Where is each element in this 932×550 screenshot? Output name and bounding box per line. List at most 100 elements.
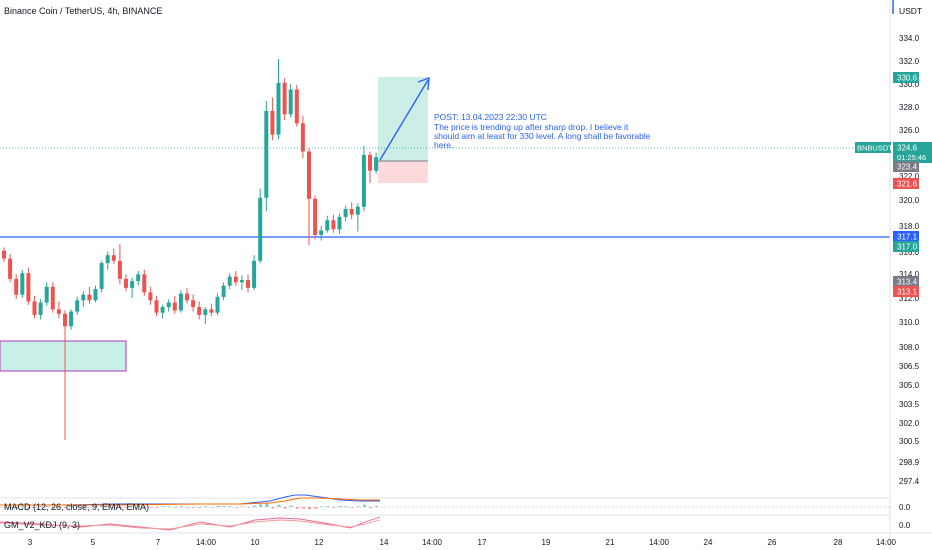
candle (130, 277, 135, 299)
price-tick-label: 334.0 (899, 34, 920, 43)
badge-target: 330.6 (893, 72, 919, 83)
macd-bar (240, 506, 244, 507)
candle (300, 115, 305, 159)
time-tick-label: 14:00 (649, 538, 670, 547)
candle (258, 188, 263, 264)
time-tick-label: 26 (768, 538, 777, 547)
time-tick-label: 14 (380, 538, 389, 547)
position-target-zone[interactable] (378, 77, 428, 161)
time-tick-label: 12 (315, 538, 324, 547)
candle (276, 59, 281, 140)
macd-bar (27, 507, 31, 509)
candle (288, 83, 293, 118)
badge-stop-text: 321.6 (897, 180, 918, 189)
macd-bar (112, 507, 116, 508)
price-axis[interactable]: 334.0332.0330.0328.0326.0324.0322.0320.0… (899, 34, 920, 486)
chart-title: Binance Coin / TetherUS, 4h, BINANCE (4, 6, 162, 16)
macd-bar (88, 507, 92, 508)
price-tick-label: 330.0 (899, 80, 920, 89)
macd-bar (369, 507, 372, 509)
kdj-pane[interactable]: GM_V2_KDJ (9, 3) (0, 516, 381, 531)
candle (69, 309, 74, 330)
time-tick-label: 10 (251, 538, 260, 547)
macd-bar (9, 507, 13, 509)
price-tick-label: 312.0 (899, 294, 920, 303)
macd-bar (308, 507, 311, 510)
badge-symbol: BNBUSDT (855, 142, 893, 153)
price-tick-label: 320.0 (899, 196, 920, 205)
kdj-d-line (0, 519, 381, 530)
macd-bar (64, 507, 67, 508)
macd-bar (247, 507, 250, 508)
macd-bar (326, 506, 330, 507)
annotation-line-3: should aim at least for 330 level. A lon… (434, 131, 651, 141)
demand-zone-box[interactable] (0, 340, 127, 372)
price-tick-label: 306.5 (899, 362, 920, 371)
candle (75, 296, 80, 315)
candle (368, 151, 372, 184)
macd-bar (265, 503, 269, 507)
candle (154, 295, 159, 317)
price-tick-label: 326.0 (899, 126, 920, 135)
candle (124, 274, 128, 292)
candle (20, 269, 25, 299)
macd-pane[interactable]: MACD (12, 26, close, 9, EMA, EMA) (0, 494, 890, 512)
position-stop-zone[interactable] (378, 161, 428, 183)
macd-bar (70, 505, 74, 507)
candle (93, 285, 98, 303)
badge-level-a-text: 317.1 (897, 233, 918, 242)
candle (191, 294, 196, 312)
candle (160, 304, 165, 319)
macd-bar (234, 507, 238, 508)
price-tick-label: 303.5 (899, 400, 920, 409)
time-tick-label: 19 (542, 538, 551, 547)
time-axis[interactable]: 3 5 7 14:00 10 12 14 14:00 17 19 21 14:00 24 26 28 14:0… (28, 538, 897, 547)
macd-bar (33, 507, 37, 508)
candle (331, 214, 336, 233)
candle (178, 290, 183, 313)
candle (203, 307, 208, 324)
price-tick-label: 314.0 (899, 270, 920, 279)
macd-bar (192, 507, 196, 508)
time-tick-label: 14:00 (876, 538, 897, 547)
macd-bar (216, 505, 220, 507)
annotation-note[interactable]: POST: 13.04.2023 22:30 UTC The price is … (434, 112, 651, 150)
candle (63, 310, 67, 441)
candle (252, 255, 257, 291)
macd-bar (15, 507, 19, 509)
projection-arrow[interactable] (379, 76, 430, 161)
macd-bar (125, 507, 128, 508)
candle (349, 202, 354, 220)
annotation-line-1: POST: 13.04.2023 22:30 UTC (434, 112, 547, 122)
macd-bar (167, 506, 171, 507)
badge-level-b: 317.0 (893, 241, 919, 252)
candle (44, 282, 49, 306)
candle (307, 148, 311, 246)
candle (56, 301, 61, 319)
macd-bar (57, 507, 61, 508)
candles-group (2, 59, 379, 441)
annotation-line-2: The price is trending up after sharp dro… (434, 122, 629, 132)
price-tick-label: 305.0 (899, 381, 920, 390)
badge-entry: 323.4 (893, 161, 919, 172)
candle (50, 282, 55, 313)
candle (270, 97, 275, 141)
macd-bar (289, 505, 293, 507)
macd-bar (320, 506, 324, 507)
time-tick-label: 21 (606, 538, 615, 547)
candle (117, 243, 122, 285)
macd-bar (283, 507, 287, 509)
candle (38, 299, 43, 320)
candle (166, 299, 171, 312)
price-tick-label: 308.0 (899, 343, 920, 352)
candle (99, 260, 104, 293)
macd-bar (356, 506, 360, 507)
candle (319, 225, 324, 241)
badge-low-b: 313.1 (893, 286, 919, 297)
badge-last-price-text: 324.6 (897, 144, 918, 153)
badge-symbol-text: BNBUSDT (857, 144, 893, 153)
macd-bar (179, 505, 183, 507)
candle (142, 269, 147, 296)
macd-bar (76, 506, 80, 507)
